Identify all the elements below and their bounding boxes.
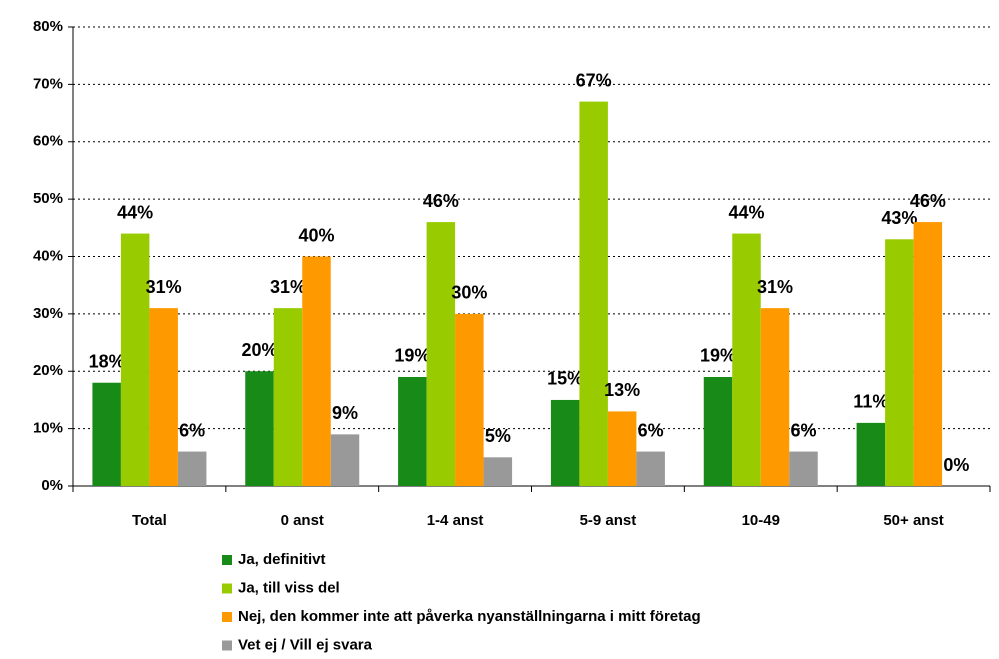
- bar: [245, 371, 274, 486]
- value-label: 46%: [423, 191, 459, 211]
- x-tick-label: Total: [132, 512, 167, 529]
- value-label: 44%: [728, 202, 764, 222]
- legend-swatch: [222, 555, 232, 565]
- y-tick-label: 70%: [33, 75, 63, 92]
- value-label: 15%: [547, 369, 583, 389]
- value-label: 13%: [604, 380, 640, 400]
- x-tick-label: 1-4 anst: [427, 512, 484, 529]
- bar: [579, 101, 608, 487]
- y-tick-label: 80%: [33, 18, 63, 35]
- legend-swatch: [222, 583, 232, 594]
- value-label: 6%: [790, 420, 816, 440]
- value-label: 67%: [576, 70, 612, 90]
- bar: [398, 376, 427, 486]
- value-label: 43%: [881, 208, 917, 228]
- bar: [483, 457, 513, 486]
- bar: [636, 451, 665, 486]
- value-label: 40%: [298, 225, 334, 245]
- y-tick-label: 40%: [33, 247, 63, 264]
- legend-swatch: [222, 612, 232, 622]
- bar: [789, 451, 818, 486]
- legend-swatch: [222, 640, 232, 651]
- bar: [856, 422, 886, 486]
- bar: [426, 222, 456, 486]
- bar: [760, 308, 790, 486]
- y-tick-label: 50%: [33, 190, 63, 207]
- value-label: 5%: [485, 426, 511, 446]
- value-label: 20%: [241, 340, 277, 360]
- bar: [302, 256, 331, 486]
- value-label: 9%: [332, 403, 358, 423]
- x-tick-label: 0 anst: [281, 512, 324, 529]
- value-label: 31%: [757, 277, 793, 297]
- value-label: 44%: [117, 202, 153, 222]
- x-tick-label: 50+ anst: [883, 512, 943, 529]
- bar: [913, 222, 943, 486]
- bar: [149, 308, 178, 486]
- bar: [550, 399, 580, 486]
- x-tick-label: 10-49: [742, 512, 780, 529]
- bar: [273, 308, 303, 486]
- bar: [92, 382, 121, 486]
- value-label: 6%: [179, 420, 205, 440]
- legend-label: Ja, definitivt: [238, 551, 326, 568]
- value-label: 31%: [270, 277, 306, 297]
- legend-label: Ja, till viss del: [238, 579, 340, 596]
- value-label: 18%: [89, 351, 125, 371]
- y-tick-label: 60%: [33, 133, 63, 150]
- bar: [703, 376, 733, 486]
- bar: [330, 434, 360, 486]
- y-tick-label: 10%: [33, 420, 63, 437]
- bar: [732, 233, 761, 486]
- value-label: 46%: [910, 191, 946, 211]
- value-label: 31%: [146, 277, 182, 297]
- value-label: 19%: [700, 346, 736, 366]
- value-label: 0%: [943, 455, 969, 475]
- bar: [455, 313, 484, 486]
- y-tick-label: 20%: [33, 362, 63, 379]
- value-label: 30%: [451, 283, 487, 303]
- bar: [177, 451, 207, 486]
- bar: [120, 233, 150, 486]
- value-label: 11%: [853, 392, 888, 412]
- value-label: 19%: [394, 346, 430, 366]
- y-tick-label: 30%: [33, 305, 63, 322]
- bar: [607, 411, 637, 486]
- bar: [885, 239, 914, 486]
- value-label: 6%: [638, 420, 664, 440]
- x-tick-label: 5-9 anst: [580, 512, 637, 529]
- legend-label: Vet ej / Vill ej svara: [238, 636, 373, 653]
- y-tick-label: 0%: [41, 477, 63, 494]
- legend-label: Nej, den kommer inte att påverka nyanstä…: [238, 608, 701, 625]
